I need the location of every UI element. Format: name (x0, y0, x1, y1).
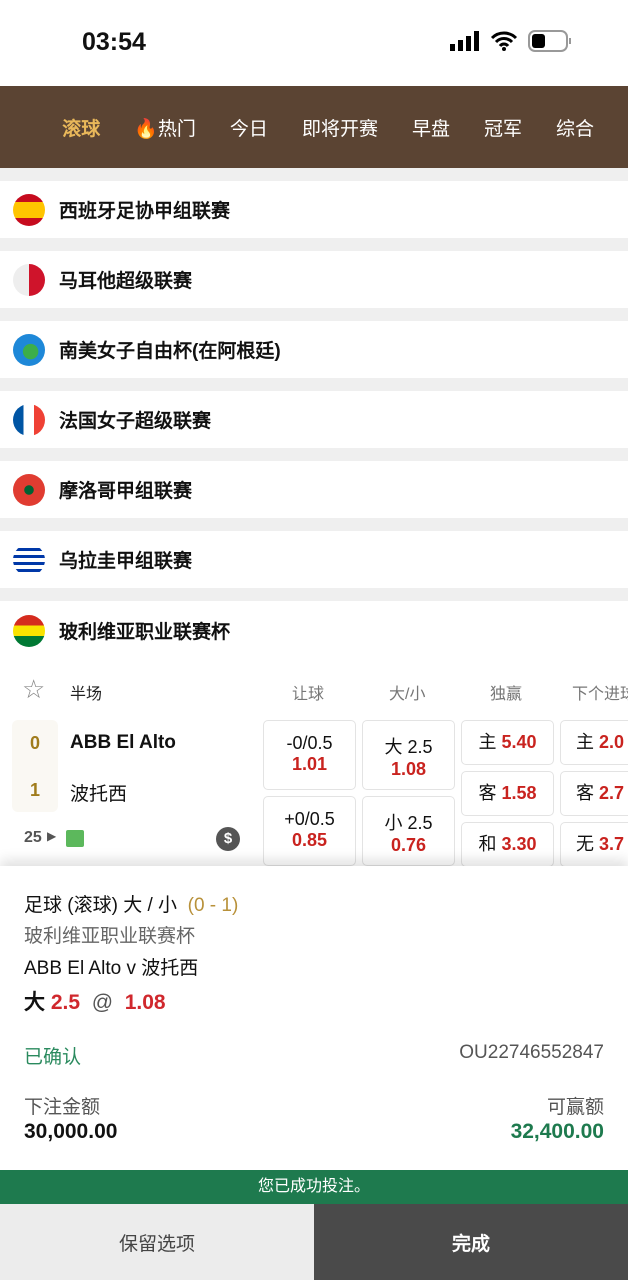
uruguay-flag-icon (13, 543, 45, 576)
next-goal-none[interactable]: 无 3.7 (560, 822, 628, 867)
next-goal-home[interactable]: 主 2.0 (560, 720, 628, 765)
clock: 03:54 (82, 28, 146, 56)
1x2-home[interactable]: 主 5.40 (461, 720, 554, 765)
success-banner: 您已成功投注。 (0, 1170, 628, 1204)
handicap-home-odds[interactable]: -0/0.5 1.01 (263, 720, 356, 790)
league-row[interactable]: 摩洛哥甲组联赛 (0, 461, 628, 518)
1x2-away[interactable]: 客 1.58 (461, 771, 554, 816)
1x2-draw[interactable]: 和 3.30 (461, 822, 554, 867)
header-next-goal: 下个进球 (572, 686, 628, 703)
status-bar: 03:54 (0, 0, 628, 86)
bet-fixture: ABB El Alto v 波托西 (24, 958, 199, 979)
under-odds[interactable]: 小 2.5 0.76 (362, 796, 455, 866)
handicap-away-odds[interactable]: +0/0.5 0.85 (263, 796, 356, 866)
league-row[interactable]: 马耳他超级联赛 (0, 251, 628, 308)
bet-league: 玻利维亚职业联赛杯 (24, 926, 196, 947)
play-arrow-icon[interactable]: ▶ (47, 829, 57, 843)
stake-label: 下注金额 (24, 1097, 101, 1118)
home-team: ABB El Alto (70, 732, 176, 753)
over-odds[interactable]: 大 2.5 1.08 (362, 720, 455, 790)
tab-live[interactable]: 滚球 (62, 118, 101, 140)
bet-status: 已确认 (24, 1047, 82, 1068)
bet-selection: 大 2.5 @ 1.08 (24, 991, 166, 1014)
tab-today[interactable]: 今日 (229, 118, 268, 140)
match-minute: 25 (24, 829, 42, 846)
spain-flag-icon (13, 193, 45, 226)
league-row[interactable]: 南美女子自由杯(在阿根廷) (0, 321, 628, 378)
league-row[interactable]: 法国女子超级联赛 (0, 391, 628, 448)
malta-flag-icon (13, 263, 45, 296)
france-flag-icon (13, 403, 45, 436)
header-ou: 大/小 (389, 686, 426, 703)
bet-market: 足球 (滚球) 大 / 小 (0 - 1) (24, 895, 239, 916)
away-score: 1 (30, 780, 41, 800)
tab-upcoming[interactable]: 即将开赛 (301, 118, 378, 140)
dollar-icon[interactable]: $ (216, 827, 240, 851)
pitch-icon[interactable] (66, 830, 84, 847)
league-row[interactable]: 乌拉圭甲组联赛 (0, 531, 628, 588)
done-button[interactable]: 完成 (314, 1204, 628, 1280)
win-amount: 32,400.00 (510, 1120, 604, 1143)
next-goal-away[interactable]: 客 2.7 (560, 771, 628, 816)
bet-receipt: 足球 (滚球) 大 / 小 (0 - 1) 玻利维亚职业联赛杯 ABB El A… (0, 866, 628, 1170)
bolivia-flag-icon (13, 614, 45, 647)
period-label: 半场 (70, 686, 103, 703)
wifi-icon (490, 31, 518, 51)
keep-selections-button[interactable]: 保留选项 (0, 1204, 314, 1280)
globe-icon (13, 333, 45, 366)
score-box (12, 720, 58, 812)
header-handicap: 让球 (292, 686, 325, 703)
stake-amount: 30,000.00 (24, 1120, 118, 1143)
league-row[interactable]: 玻利维亚职业联赛杯 (0, 601, 628, 660)
morocco-flag-icon (13, 473, 45, 506)
tab-outright[interactable]: 冠军 (483, 118, 522, 140)
bet-reference: OU22746552847 (459, 1042, 604, 1063)
home-score: 0 (30, 733, 41, 753)
fire-icon: 🔥 (134, 118, 158, 140)
tab-combo[interactable]: 综合 (555, 118, 594, 140)
league-row[interactable]: 西班牙足协甲组联赛 (0, 181, 628, 238)
away-team: 波托西 (70, 784, 128, 805)
tab-hot[interactable]: 🔥热门 (134, 118, 196, 140)
win-label: 可赢额 (546, 1097, 604, 1118)
sport-nav: 滚球 🔥热门 今日 即将开赛 早盘 冠军 综合 (0, 86, 628, 168)
star-icon[interactable]: ☆ (22, 674, 46, 704)
signal-icon (450, 31, 479, 51)
tab-early[interactable]: 早盘 (411, 118, 450, 140)
header-1x2: 独赢 (490, 686, 523, 703)
battery-icon (528, 30, 571, 52)
